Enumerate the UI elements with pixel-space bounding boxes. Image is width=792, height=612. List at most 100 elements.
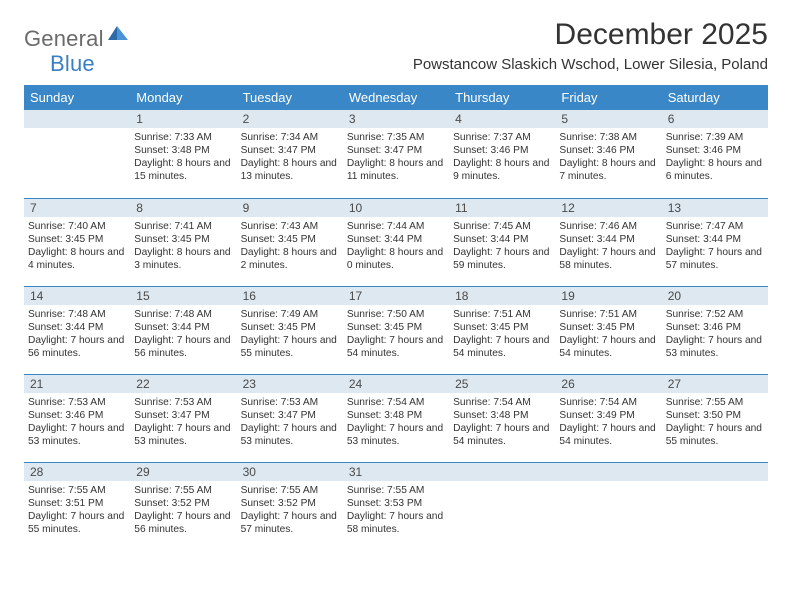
sunrise-text: Sunrise: 7:47 AM bbox=[666, 220, 764, 233]
logo-text-blue: Blue bbox=[50, 51, 95, 77]
daylight-text: Daylight: 8 hours and 4 minutes. bbox=[28, 246, 126, 272]
day-number: 2 bbox=[237, 110, 343, 128]
location-label: Powstancow Slaskich Wschod, Lower Silesi… bbox=[413, 56, 768, 73]
sunrise-text: Sunrise: 7:43 AM bbox=[241, 220, 339, 233]
sunrise-text: Sunrise: 7:50 AM bbox=[347, 308, 445, 321]
calendar-day-cell: 22Sunrise: 7:53 AMSunset: 3:47 PMDayligh… bbox=[130, 374, 236, 462]
calendar-day-cell: 3Sunrise: 7:35 AMSunset: 3:47 PMDaylight… bbox=[343, 110, 449, 198]
daylight-text: Daylight: 7 hours and 58 minutes. bbox=[347, 510, 445, 536]
calendar-day-cell: 31 Sunrise: 7:55 AMSunset: 3:53 PMDayligh… bbox=[343, 462, 449, 550]
sunrise-text: Sunrise: 7:49 AM bbox=[241, 308, 339, 321]
day-number: 7 bbox=[24, 198, 130, 217]
weekday-header: Sunday bbox=[24, 85, 130, 110]
calendar-day-cell: 8Sunrise: 7:41 AMSunset: 3:45 PMDaylight… bbox=[130, 198, 236, 286]
calendar-day-cell: 11Sunrise: 7:45 AMSunset: 3:44 PMDayligh… bbox=[449, 198, 555, 286]
calendar-page: General December 2025 Powstancow Slaskic… bbox=[0, 0, 792, 562]
daylight-text: Daylight: 7 hours and 59 minutes. bbox=[453, 246, 551, 272]
day-number: 21 bbox=[24, 374, 130, 393]
day-details: Sunrise: 7:51 AMSunset: 3:45 PMDaylight:… bbox=[449, 305, 555, 362]
sunrise-text: Sunrise: 7:55 AM bbox=[241, 484, 339, 497]
day-number: 30 bbox=[237, 462, 343, 481]
day-number: 1 bbox=[130, 110, 236, 128]
sunset-text: Sunset: 3:45 PM bbox=[28, 233, 126, 246]
day-number bbox=[449, 462, 555, 481]
day-details: Sunrise: 7:48 AMSunset: 3:44 PMDaylight:… bbox=[24, 305, 130, 362]
daylight-text: Daylight: 7 hours and 53 minutes. bbox=[347, 422, 445, 448]
logo-text-general: General bbox=[24, 26, 104, 52]
daylight-text: Daylight: 8 hours and 2 minutes. bbox=[241, 246, 339, 272]
day-number: 6 bbox=[662, 110, 768, 128]
day-number: 5 bbox=[555, 110, 661, 128]
calendar-day-cell bbox=[449, 462, 555, 550]
day-details: Sunrise: 7:38 AMSunset: 3:46 PMDaylight:… bbox=[555, 128, 661, 185]
sunset-text: Sunset: 3:45 PM bbox=[347, 321, 445, 334]
day-details: Sunrise: 7:53 AMSunset: 3:47 PMDaylight:… bbox=[237, 393, 343, 450]
weekday-header: Thursday bbox=[449, 85, 555, 110]
calendar-day-cell: 9Sunrise: 7:43 AMSunset: 3:45 PMDaylight… bbox=[237, 198, 343, 286]
sunrise-text: Sunrise: 7:51 AM bbox=[453, 308, 551, 321]
daylight-text: Daylight: 8 hours and 0 minutes. bbox=[347, 246, 445, 272]
sunset-text: Sunset: 3:45 PM bbox=[453, 321, 551, 334]
calendar-week-row: 14Sunrise: 7:48 AMSunset: 3:44 PMDayligh… bbox=[24, 286, 768, 374]
month-title: December 2025 bbox=[413, 18, 768, 52]
sunrise-text: Sunrise: 7:55 AM bbox=[347, 484, 445, 497]
day-details: Sunrise: 7:53 AMSunset: 3:47 PMDaylight:… bbox=[130, 393, 236, 450]
daylight-text: Daylight: 8 hours and 3 minutes. bbox=[134, 246, 232, 272]
day-number bbox=[24, 110, 130, 128]
daylight-text: Daylight: 7 hours and 54 minutes. bbox=[453, 334, 551, 360]
calendar-day-cell: 7Sunrise: 7:40 AMSunset: 3:45 PMDaylight… bbox=[24, 198, 130, 286]
logo-mark-icon bbox=[108, 24, 128, 45]
calendar-body: 1Sunrise: 7:33 AMSunset: 3:48 PMDaylight… bbox=[24, 110, 768, 550]
calendar-week-row: 7Sunrise: 7:40 AMSunset: 3:45 PMDaylight… bbox=[24, 198, 768, 286]
daylight-text: Daylight: 7 hours and 53 minutes. bbox=[666, 334, 764, 360]
calendar-day-cell: 26Sunrise: 7:54 AMSunset: 3:49 PMDayligh… bbox=[555, 374, 661, 462]
header: General December 2025 Powstancow Slaskic… bbox=[24, 18, 768, 81]
daylight-text: Daylight: 8 hours and 15 minutes. bbox=[134, 157, 232, 183]
sunset-text: Sunset: 3:44 PM bbox=[453, 233, 551, 246]
day-details: Sunrise: 7:46 AMSunset: 3:44 PMDaylight:… bbox=[555, 217, 661, 274]
sunset-text: Sunset: 3:47 PM bbox=[347, 144, 445, 157]
daylight-text: Daylight: 7 hours and 57 minutes. bbox=[666, 246, 764, 272]
day-number: 3 bbox=[343, 110, 449, 128]
weekday-header: Monday bbox=[130, 85, 236, 110]
sunset-text: Sunset: 3:44 PM bbox=[559, 233, 657, 246]
day-number: 18 bbox=[449, 286, 555, 305]
weekday-header: Wednesday bbox=[343, 85, 449, 110]
daylight-text: Daylight: 7 hours and 55 minutes. bbox=[28, 510, 126, 536]
day-number: 8 bbox=[130, 198, 236, 217]
sunset-text: Sunset: 3:53 PM bbox=[347, 497, 445, 510]
daylight-text: Daylight: 7 hours and 57 minutes. bbox=[241, 510, 339, 536]
day-number: 29 bbox=[130, 462, 236, 481]
daylight-text: Daylight: 7 hours and 54 minutes. bbox=[347, 334, 445, 360]
calendar-day-cell: 25Sunrise: 7:54 AMSunset: 3:48 PMDayligh… bbox=[449, 374, 555, 462]
title-block: December 2025 Powstancow Slaskich Wschod… bbox=[413, 18, 768, 81]
calendar-day-cell: 18Sunrise: 7:51 AMSunset: 3:45 PMDayligh… bbox=[449, 286, 555, 374]
sunset-text: Sunset: 3:48 PM bbox=[347, 409, 445, 422]
sunrise-text: Sunrise: 7:34 AM bbox=[241, 131, 339, 144]
day-details: Sunrise: 7:48 AMSunset: 3:44 PMDaylight:… bbox=[130, 305, 236, 362]
sunrise-text: Sunrise: 7:54 AM bbox=[347, 396, 445, 409]
day-details: Sunrise: 7:54 AMSunset: 3:49 PMDaylight:… bbox=[555, 393, 661, 450]
day-details: Sunrise: 7:55 AMSunset: 3:50 PMDaylight:… bbox=[662, 393, 768, 450]
calendar-day-cell: 10Sunrise: 7:44 AMSunset: 3:44 PMDayligh… bbox=[343, 198, 449, 286]
daylight-text: Daylight: 7 hours and 53 minutes. bbox=[134, 422, 232, 448]
day-number bbox=[662, 462, 768, 481]
day-details: Sunrise: 7:40 AMSunset: 3:45 PMDaylight:… bbox=[24, 217, 130, 274]
day-number: 31 bbox=[343, 462, 449, 481]
sunset-text: Sunset: 3:51 PM bbox=[28, 497, 126, 510]
sunset-text: Sunset: 3:45 PM bbox=[241, 321, 339, 334]
day-details: Sunrise: 7:34 AMSunset: 3:47 PMDaylight:… bbox=[237, 128, 343, 185]
day-number: 24 bbox=[343, 374, 449, 393]
sunset-text: Sunset: 3:44 PM bbox=[134, 321, 232, 334]
daylight-text: Daylight: 8 hours and 13 minutes. bbox=[241, 157, 339, 183]
day-number: 22 bbox=[130, 374, 236, 393]
day-details: Sunrise: 7:51 AMSunset: 3:45 PMDaylight:… bbox=[555, 305, 661, 362]
sunset-text: Sunset: 3:46 PM bbox=[28, 409, 126, 422]
sunset-text: Sunset: 3:47 PM bbox=[241, 144, 339, 157]
daylight-text: Daylight: 7 hours and 54 minutes. bbox=[559, 422, 657, 448]
day-details bbox=[662, 481, 768, 486]
day-details: Sunrise: 7:39 AMSunset: 3:46 PMDaylight:… bbox=[662, 128, 768, 185]
sunset-text: Sunset: 3:46 PM bbox=[453, 144, 551, 157]
day-number: 26 bbox=[555, 374, 661, 393]
logo: General bbox=[24, 18, 130, 53]
